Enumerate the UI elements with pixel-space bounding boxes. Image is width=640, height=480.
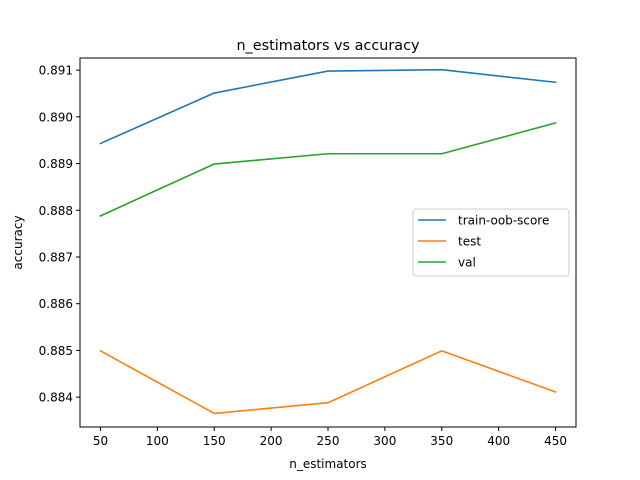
x-tick-label: 250 [317,434,340,448]
x-tick-label: 50 [93,434,108,448]
x-tick-label: 450 [544,434,567,448]
y-tick-label: 0.884 [39,391,73,405]
x-tick-label: 200 [260,434,283,448]
legend-label: val [458,256,476,270]
x-tick-label: 300 [373,434,396,448]
legend: train-oob-score test val [412,208,570,277]
x-tick-label: 350 [430,434,453,448]
y-tick-label: 0.890 [39,110,73,124]
y-axis-label: accuracy [11,215,25,269]
y-axis: 0.884 0.885 0.886 0.887 0.888 0.889 0.890 0.891 [39,64,80,405]
y-tick-label: 0.889 [39,157,73,171]
y-tick-label: 0.885 [39,344,73,358]
series-line-val [99,121,557,217]
x-axis: 50 100 150 200 250 300 350 400 450 [93,427,567,448]
y-tick-label: 0.887 [39,250,73,264]
x-tick-label: 400 [487,434,510,448]
legend-label: test [458,235,481,249]
x-axis-label: n_estimators [289,457,367,471]
legend-box [412,208,570,277]
x-tick-label: 100 [146,434,169,448]
series-line-train-oob-score [99,68,557,145]
legend-label: train-oob-score [458,214,549,228]
series-line-test [99,349,557,415]
chart-title: n_estimators vs accuracy [236,38,420,54]
y-tick-label: 0.886 [39,297,73,311]
x-tick-label: 150 [203,434,226,448]
plot-area [99,68,557,415]
y-tick-label: 0.891 [39,64,73,78]
y-tick-label: 0.888 [39,204,73,218]
